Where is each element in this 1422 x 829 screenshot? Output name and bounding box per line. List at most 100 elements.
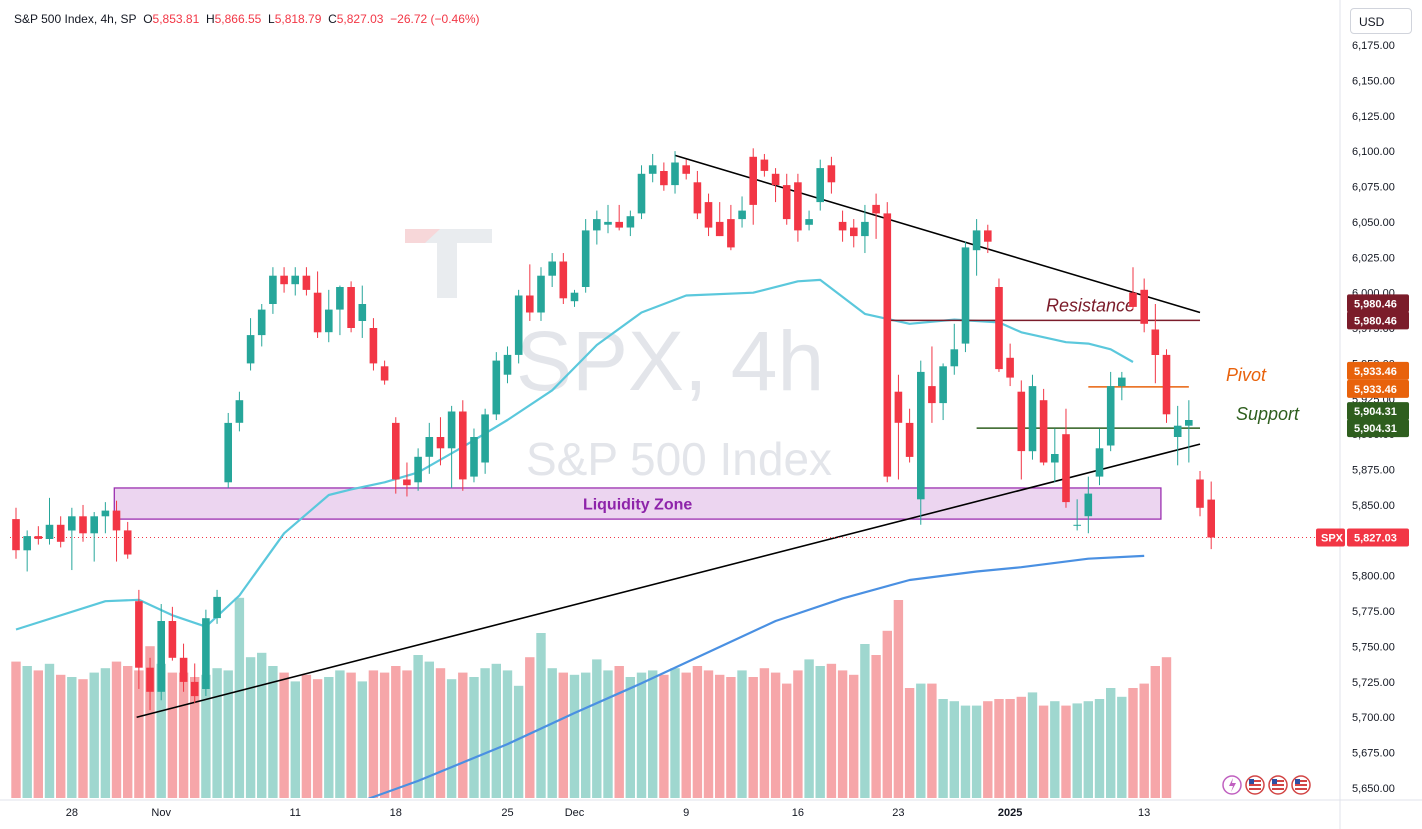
symbol-title: S&P 500 Index, 4h, SP [14, 12, 137, 26]
volume-bar [904, 688, 915, 798]
candle-body [816, 168, 824, 203]
candle-body [179, 657, 188, 682]
volume-bar [190, 677, 200, 798]
price-tick-label: 6,075.00 [1352, 182, 1395, 194]
flag-canton-icon [1249, 779, 1254, 784]
candle-body [45, 524, 54, 539]
watermark-logo-accent [405, 229, 440, 243]
candle-body [347, 287, 355, 328]
volume-bar [502, 670, 513, 798]
candle-body [123, 530, 132, 555]
candle-body [559, 261, 568, 299]
flag-canton-icon [1295, 779, 1300, 784]
volume-bar [1128, 688, 1138, 798]
candle-body [503, 354, 512, 375]
flag-stripe-icon [1249, 780, 1261, 782]
candle-body [1095, 448, 1104, 477]
liquidity-zone-label: Liquidity Zone [583, 497, 692, 514]
currency-selector[interactable]: USD [1350, 8, 1412, 34]
volume-bar [201, 674, 211, 798]
candle-body [302, 275, 311, 290]
candle-body [1162, 354, 1171, 415]
resistance-label: Resistance [1046, 295, 1135, 315]
volume-bar [804, 659, 814, 798]
volume-bar [737, 670, 747, 798]
resistance-price-tag-upper: 5,980.46 [1354, 298, 1397, 310]
candle-body [581, 230, 590, 287]
ma-fast-line [15, 278, 1134, 631]
close-label: C [328, 12, 337, 26]
volume-bar [44, 663, 55, 798]
volume-bar [614, 666, 624, 798]
upper-trendline [674, 154, 1201, 314]
ma-slow-line [367, 554, 1145, 798]
volume-bar [826, 663, 837, 798]
volume-bar [547, 668, 557, 798]
volume-bar [1050, 701, 1060, 798]
candle-body [56, 524, 65, 542]
candle-body [34, 536, 43, 539]
volume-bar [692, 666, 703, 798]
candle-body [715, 221, 724, 237]
volume-bar [1061, 705, 1071, 798]
volume-bar [882, 630, 892, 798]
volume-bar [782, 683, 792, 798]
candle-body [704, 202, 713, 228]
close-value: 5,827.03 [336, 12, 384, 26]
volume-bar [379, 672, 390, 798]
candle-body [358, 304, 367, 321]
volume-bar [603, 670, 613, 798]
volume-bar [111, 661, 122, 798]
watermark-name: S&P 500 Index [526, 433, 832, 485]
time-tick-label: 25 [501, 807, 513, 819]
candle-body [1106, 386, 1115, 446]
resistance-price-tag-upper-bg [1347, 294, 1409, 313]
pivot-price-tag-bg [1347, 379, 1409, 398]
volume-bar [715, 674, 725, 798]
volume-bar [268, 666, 278, 798]
volume-bar [491, 663, 501, 798]
candle-body [325, 309, 333, 333]
volume-bar [1083, 701, 1093, 798]
candle-body [995, 287, 1003, 370]
volume-bar [67, 677, 77, 798]
volume-bar [324, 677, 334, 798]
candle-body [1207, 499, 1215, 538]
volume-bar [22, 666, 32, 798]
time-tick-label: 9 [683, 807, 689, 819]
pivot-price-tag-upper: 5,933.46 [1354, 366, 1397, 378]
candle-body [514, 295, 523, 355]
volume-bar [469, 677, 479, 798]
flag-stripe-icon [1272, 788, 1284, 790]
flag-stripe-icon [1295, 788, 1307, 790]
candle-body [961, 247, 970, 344]
time-tick-label: 13 [1138, 807, 1150, 819]
watermark-logo [405, 229, 492, 298]
volume-bar [1094, 699, 1105, 798]
candle-body [492, 360, 501, 415]
volume-bar [290, 681, 300, 798]
price-tick-label: 5,800.00 [1352, 571, 1395, 583]
resistance-price-tag: 5,980.46 [1354, 315, 1397, 327]
candle-body [727, 219, 735, 248]
volume-bar [1117, 696, 1127, 798]
flag-stripe-icon [1272, 780, 1284, 782]
candle-body [90, 516, 98, 534]
volume-bar [938, 699, 948, 798]
time-tick-label: 18 [390, 807, 402, 819]
volume-bar [849, 674, 859, 798]
price-tick-label: 6,175.00 [1352, 40, 1395, 52]
volume-bar [156, 663, 166, 798]
candle-body [101, 510, 110, 517]
volume-bar [837, 670, 848, 798]
volume-bar [413, 655, 423, 798]
candle-body [68, 516, 76, 531]
candle-body [805, 219, 813, 225]
price-tick-label: 5,750.00 [1352, 641, 1395, 653]
candle-body [660, 171, 668, 186]
last-price-tag-bg [1347, 528, 1409, 547]
volume-bar [56, 674, 66, 798]
candle-body [693, 182, 702, 214]
